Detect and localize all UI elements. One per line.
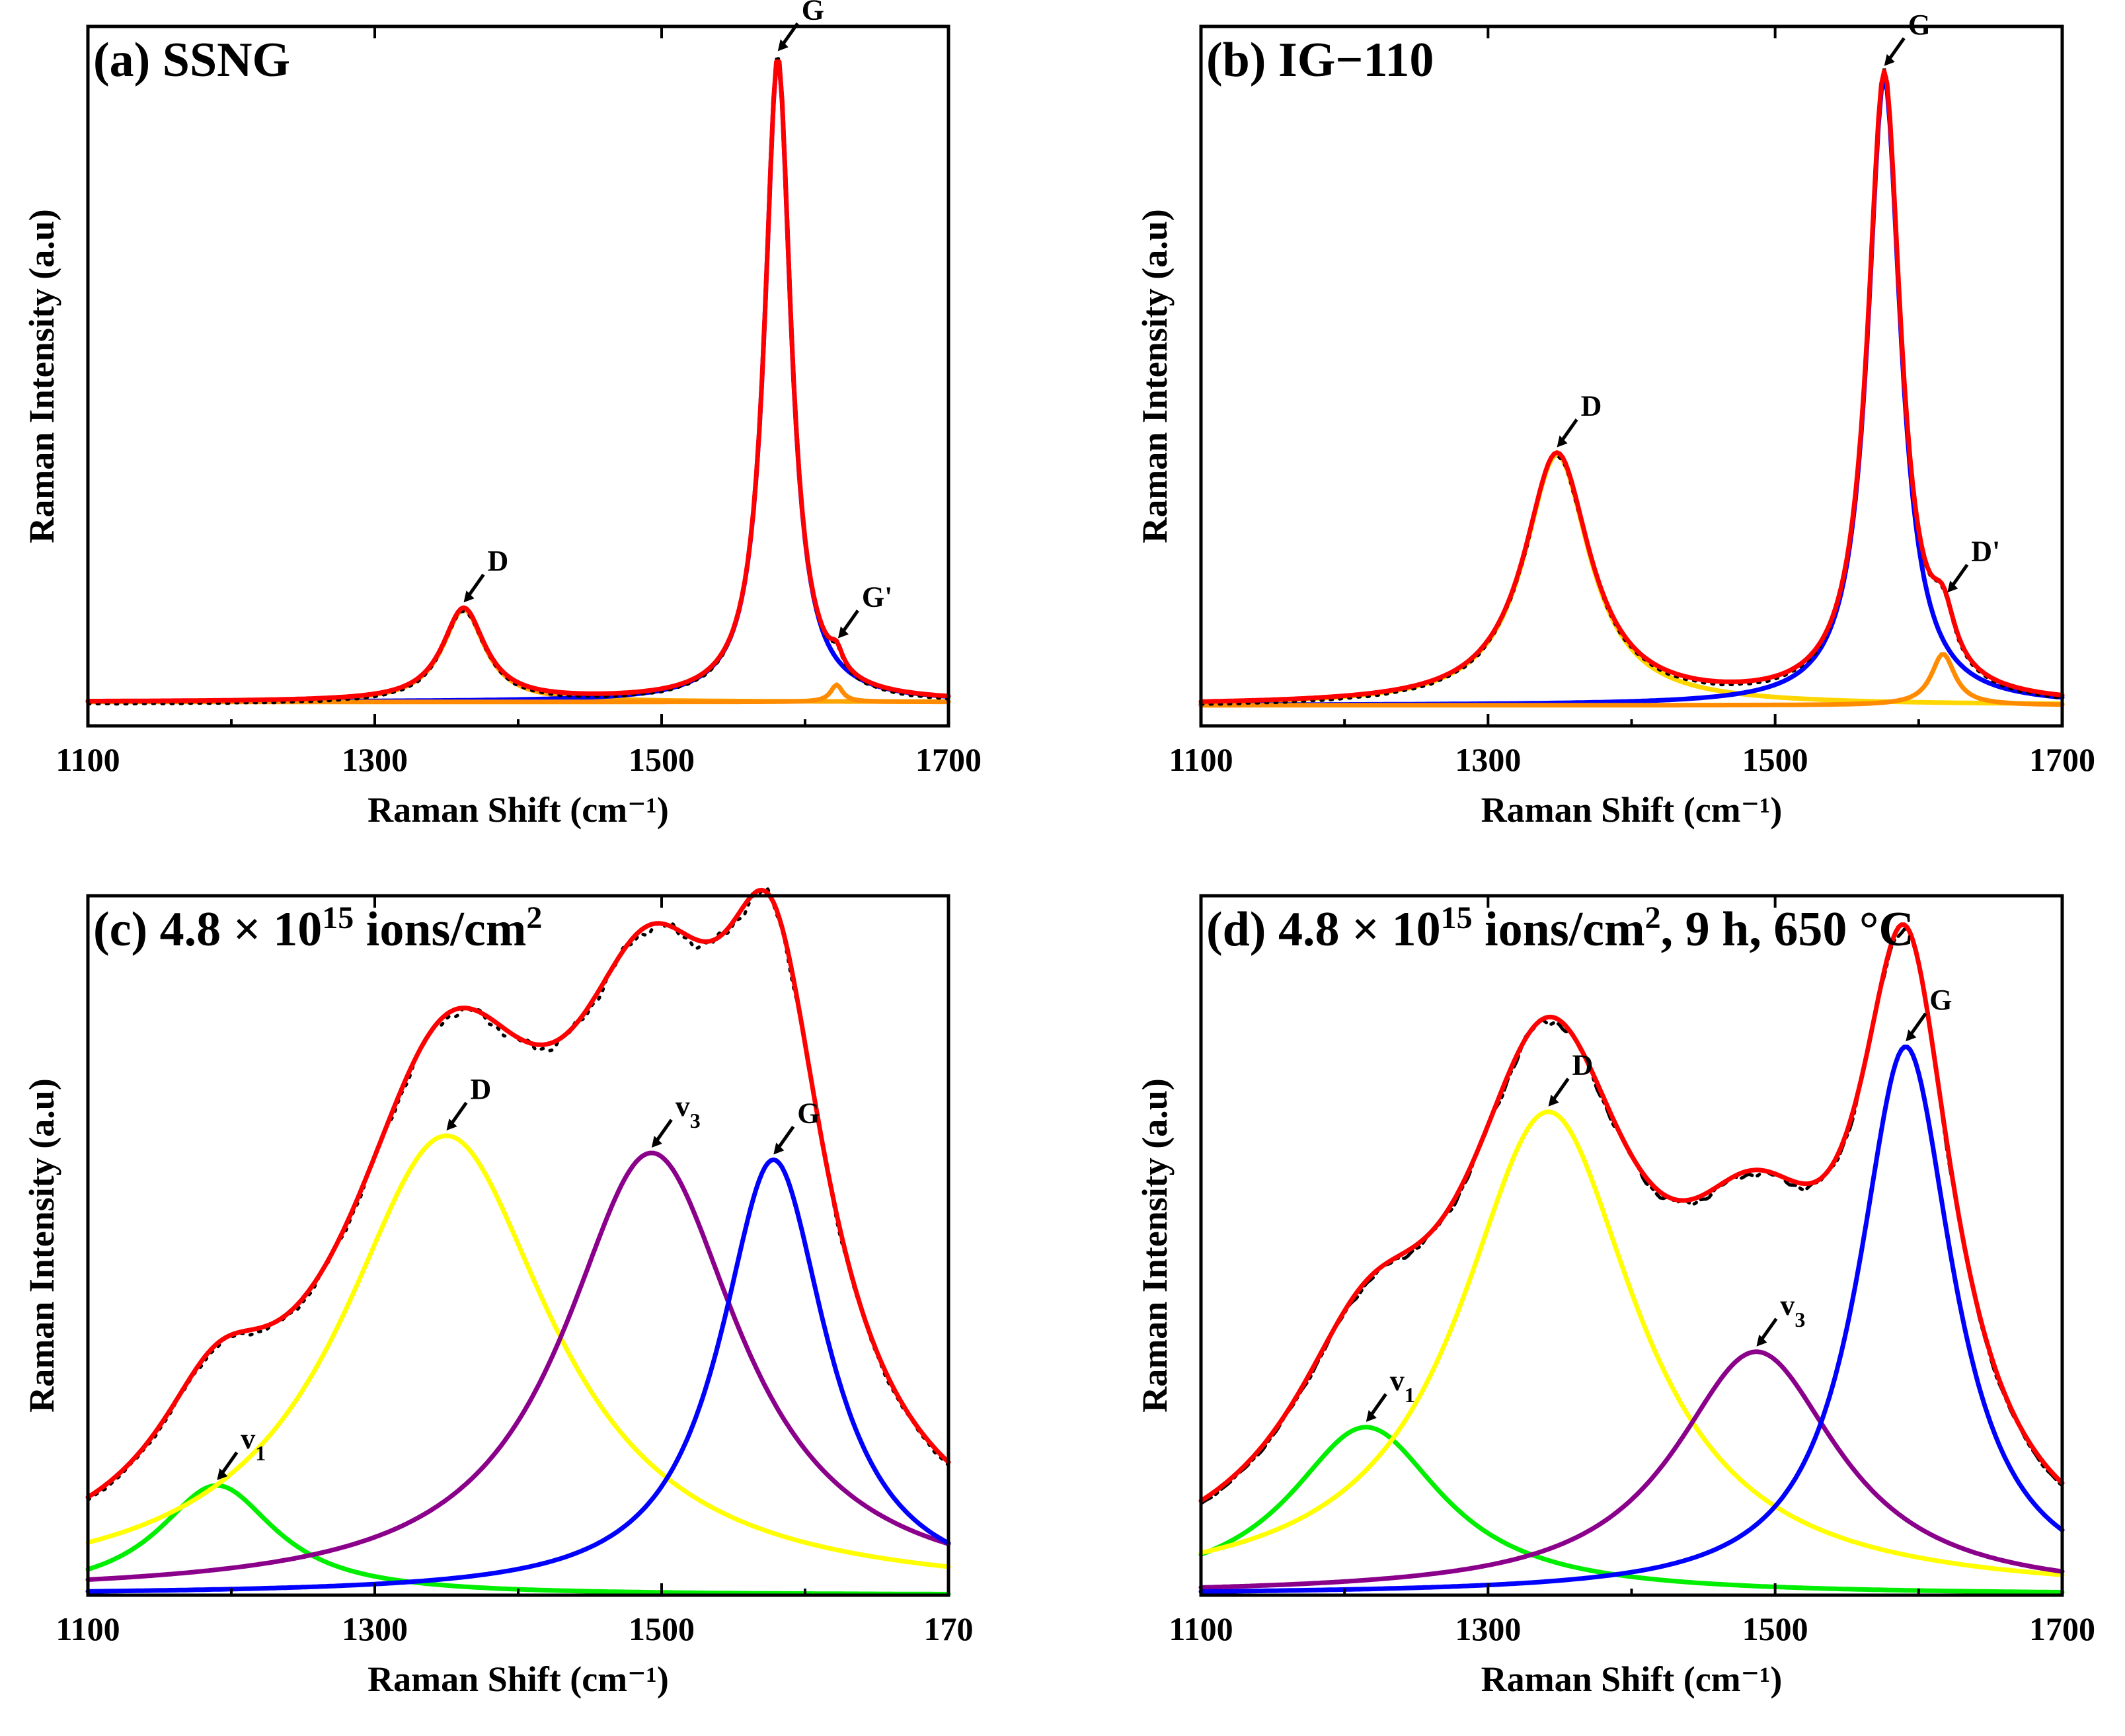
series-line-d-b [1198,652,2065,708]
series-line-v1-d [1198,1425,2065,1595]
annotation-arrowhead-a [837,626,849,639]
annotation-arrowhead-a [463,590,475,603]
annotation-arrow-d [1759,1318,1778,1343]
x-axis-label-b: Raman Shift (cm⁻¹) [1481,790,1783,830]
x-axis-label-d: Raman Shift (cm⁻¹) [1481,1659,1783,1699]
peak-label-d: v1 [1390,1364,1415,1407]
y-axis-label-a: Raman Intensity (a.u) [22,209,61,543]
series-line-g-b [1198,75,2065,707]
x-tick-label-d: 1100 [1169,1610,1233,1647]
panel-title-c: (c) 4.8 × 1015 ions/cm2 [93,900,542,957]
annotation-arrow-c [654,1119,673,1144]
x-tick-label-c: 1500 [629,1610,695,1647]
panel-c: 1100 1300 1500 170 Raman Shift (cm⁻¹) Raman I… [22,886,974,1699]
x-tick-label-d: 1500 [1742,1610,1808,1647]
x-tick-label-b: 1500 [1742,741,1808,778]
peak-label-b: G [1908,9,1931,41]
measured-line-c [86,886,950,1502]
annotation-arrowhead-c [651,1135,662,1148]
peak-label-c: D [471,1073,492,1105]
peak-label-b: D' [1971,535,2000,567]
x-tick-label-b: 1100 [1169,741,1233,778]
annotation-arrowhead-b [1947,580,1958,593]
annotation-arrow-c [449,1101,468,1126]
annotation-arrowhead-d [1756,1334,1767,1347]
peak-label-a: G [802,0,824,26]
annotation-arrowhead-b [1557,435,1568,448]
x-tick-label-d: 1700 [2029,1610,2095,1647]
panel-title-a: (a) SSNG [93,33,290,87]
series-line-d-d [1198,1109,2065,1577]
x-tick-label-d: 1300 [1455,1610,1521,1647]
panel-title-d: (d) 4.8 × 1015 ions/cm2, 9 h, 650 °C [1206,900,1914,957]
x-tick-label-a: 1500 [629,741,695,778]
x-axis-label-a: Raman Shift (cm⁻¹) [367,790,669,830]
peak-label-c: v3 [676,1090,701,1132]
peak-label-a: D [488,545,509,577]
annotation-arrowhead-b [1884,54,1895,66]
y-axis-label-b: Raman Intensity (a.u) [1135,209,1175,543]
x-tick-label-b: 1300 [1455,741,1521,778]
annotation-arrow-a [840,610,859,634]
peak-label-a: G' [862,581,892,613]
series-line-g-a [85,60,951,704]
annotation-arrow-b [1886,37,1906,62]
annotation-arrow-b [1559,418,1578,444]
x-tick-label-c: 1100 [56,1610,120,1647]
x-tick-label-a: 1700 [915,741,982,778]
annotation-arrowhead-a [777,39,789,52]
y-axis-label-d: Raman Intensity (a.u) [1135,1078,1175,1413]
series-line-g-c [85,1157,951,1594]
annotation-arrowhead-d [1366,1409,1377,1422]
annotation-arrow-c [219,1451,239,1476]
annotation-arrowhead-d [1906,1029,1917,1042]
measured-line-a [86,56,950,706]
peak-label-d: D [1572,1049,1594,1082]
series-line-v3-c [85,1150,951,1582]
annotation-arrow-a [780,22,799,47]
series-line-v3-d [1198,1349,2065,1590]
annotation-arrow-d [1368,1393,1387,1418]
series-line-v1-c [85,1483,951,1597]
fit-line-a [85,59,951,703]
panel-b: 1100 1300 1500 1700 Raman Shift (cm⁻¹) Raman … [1135,9,2095,830]
y-axis-label-c: Raman Intensity (a.u) [22,1078,61,1413]
series-line-d-c [85,1133,951,1569]
panel-d: 1100 1300 1500 1700 Raman Shift (cm⁻¹) Raman … [1135,894,2095,1699]
fit-line-b [1198,69,2065,704]
x-tick-label-c: 170 [924,1610,974,1647]
panel-title-b: (b) IG−110 [1206,33,1434,87]
annotation-arrow-a [466,573,485,598]
x-tick-label-c: 1300 [342,1610,408,1647]
fit-line-d [1198,922,2065,1503]
annotation-arrow-d [1551,1078,1570,1103]
x-tick-label-a: 1300 [342,741,408,778]
peak-label-d: G [1929,984,1952,1016]
series-line-g-d [1198,1045,2065,1594]
annotation-arrow-b [1950,563,1969,588]
annotation-arrowhead-c [446,1119,457,1131]
x-tick-label-b: 1700 [2029,741,2095,778]
annotation-arrow-c [776,1125,795,1150]
peak-label-c: v1 [241,1423,266,1465]
fit-line-c [85,887,951,1500]
x-tick-label-a: 1100 [56,741,120,778]
x-axis-label-c: Raman Shift (cm⁻¹) [367,1659,669,1699]
annotation-arrowhead-d [1548,1094,1559,1107]
annotation-arrowhead-c [217,1468,228,1481]
panel-a: 1100 1300 1500 1700 Raman Shift (cm⁻¹) Raman … [22,0,982,830]
peak-label-c: G [797,1097,820,1129]
peak-label-b: D [1581,390,1602,422]
annotation-arrowhead-c [773,1142,785,1155]
peak-label-d: v3 [1780,1289,1805,1331]
annotation-arrow-d [1908,1012,1927,1037]
